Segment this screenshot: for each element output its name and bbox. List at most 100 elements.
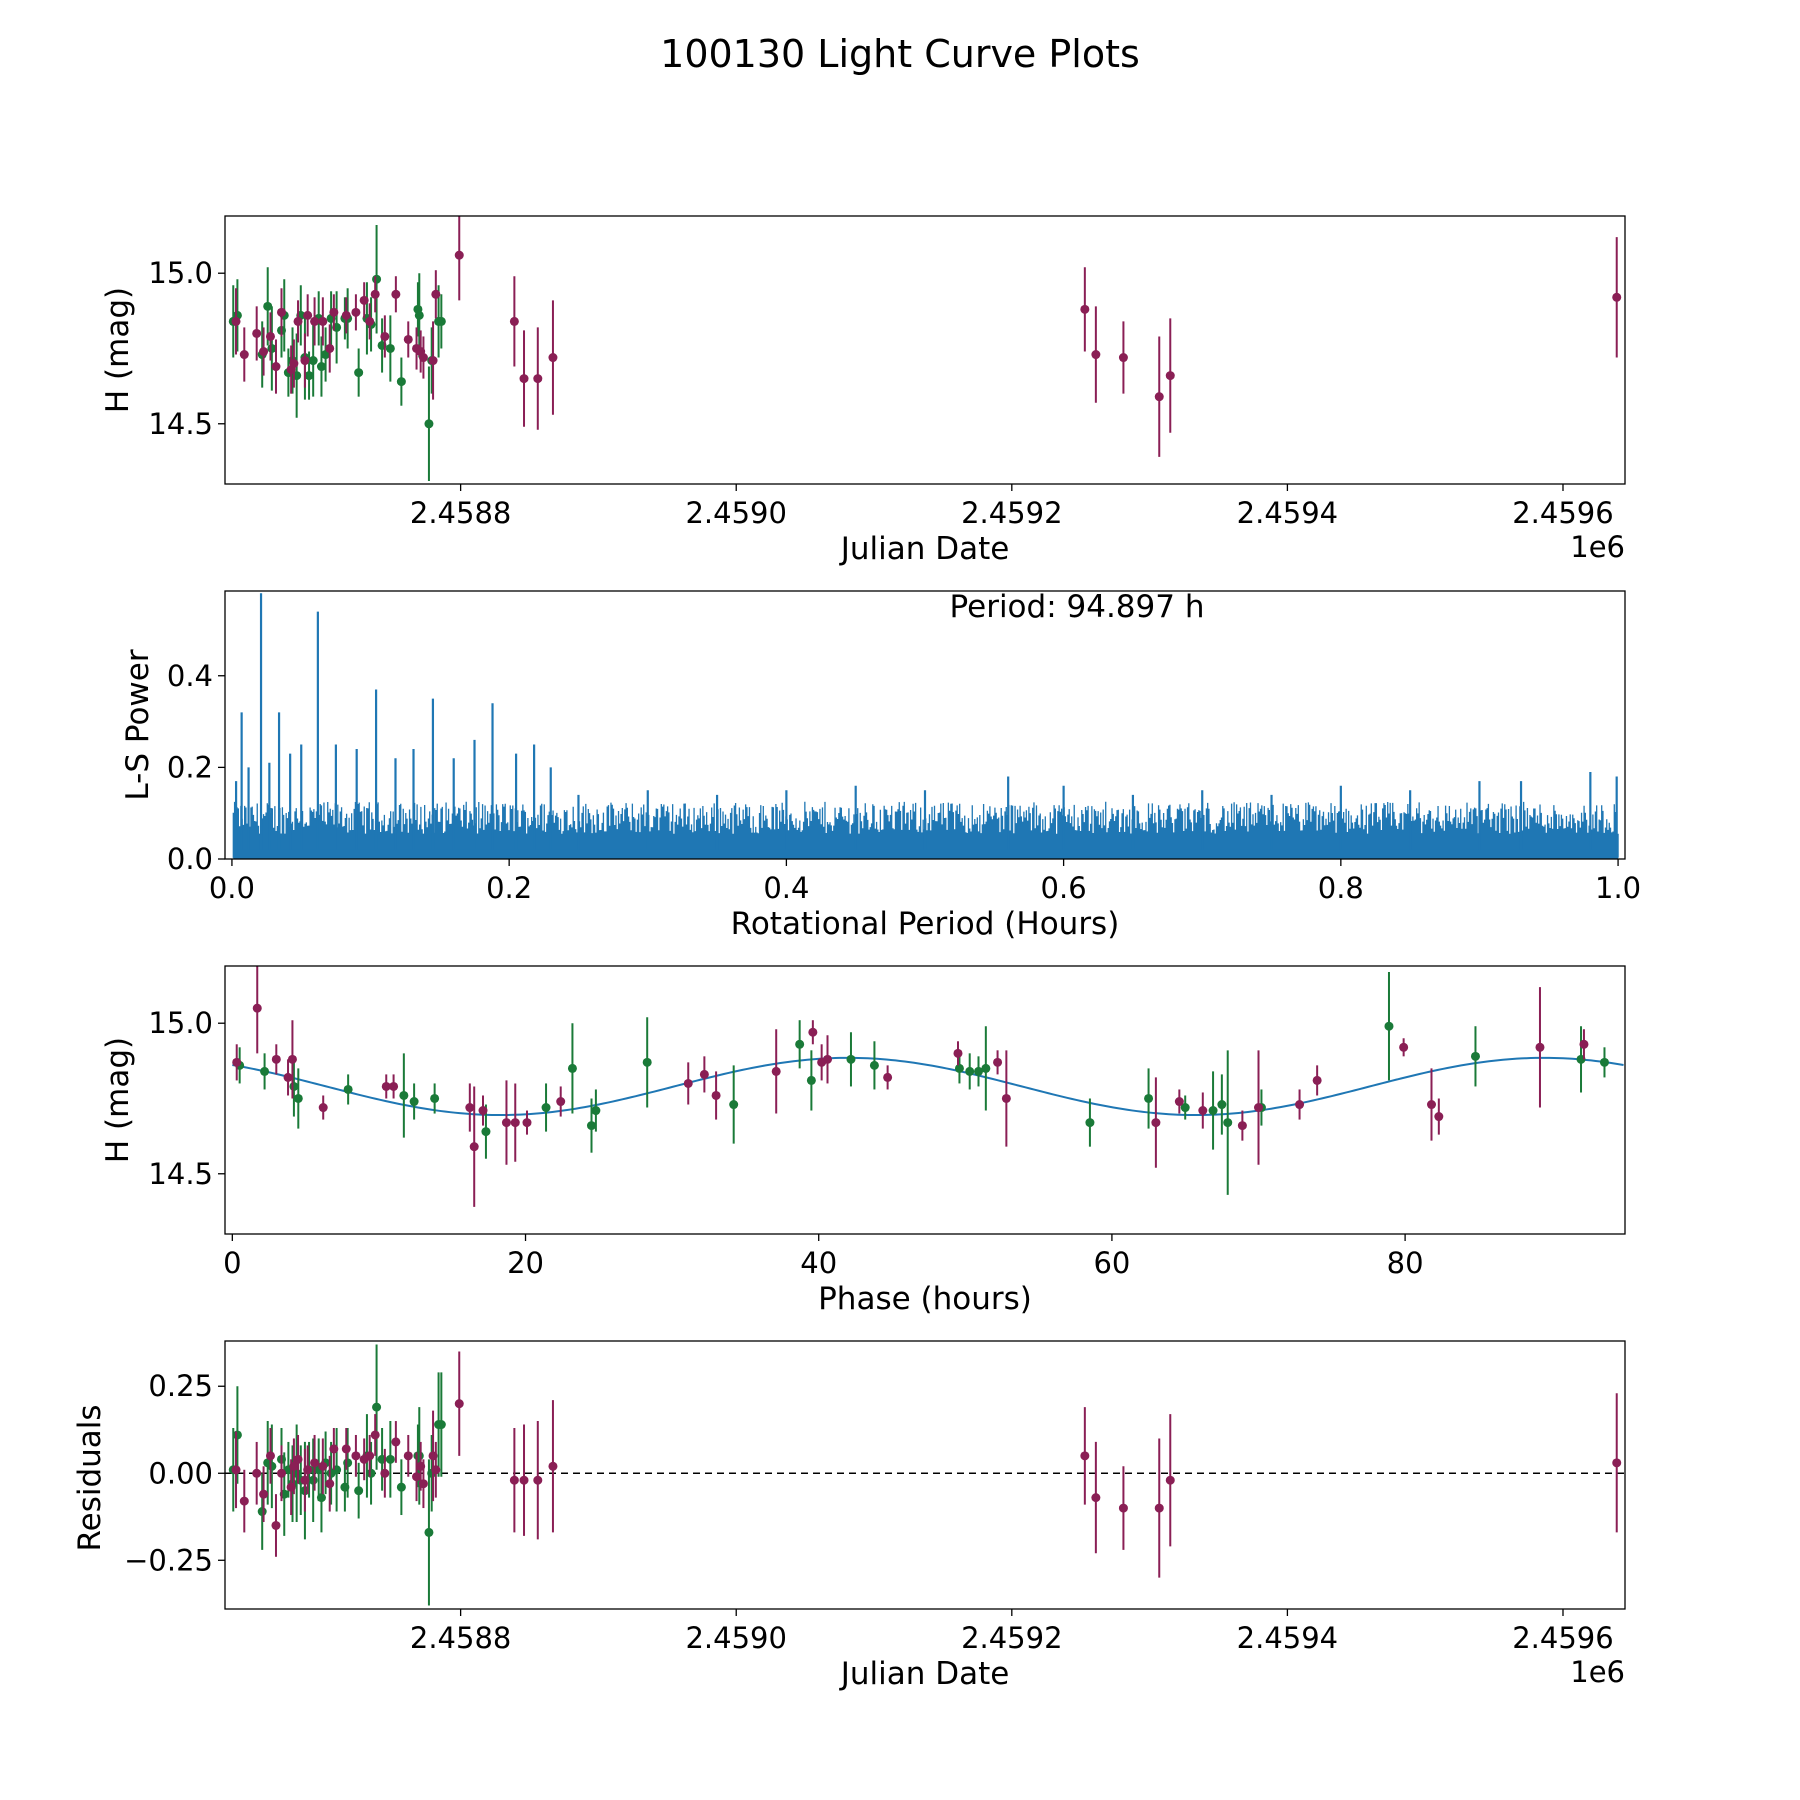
lightcurve-point-purple <box>428 356 438 366</box>
phased-point-purple <box>465 1103 475 1113</box>
lightcurve-xtick-label: 2.4594 <box>1237 496 1338 530</box>
phased-point-purple <box>510 1118 520 1128</box>
residuals-point-purple <box>271 1520 281 1530</box>
phased-point-green <box>869 1060 879 1070</box>
lightcurve-point-green <box>304 371 314 381</box>
residuals-point-purple <box>548 1461 558 1471</box>
phased-xtick-label: 40 <box>800 1246 837 1280</box>
lightcurve-point-purple <box>370 289 380 299</box>
lightcurve-ylabel: H (mag) <box>100 287 136 413</box>
phased-point-purple <box>232 1057 242 1067</box>
residuals-xtick-label: 2.4596 <box>1512 1621 1613 1655</box>
phased-point-green <box>1223 1118 1233 1128</box>
period-annotation: Period: 94.897 h <box>950 589 1205 625</box>
phased-point-green <box>954 1063 964 1073</box>
lightcurve-xtick-label: 2.4590 <box>685 496 786 530</box>
residuals-point-purple <box>431 1465 441 1475</box>
residuals-xtick-label: 2.4594 <box>1237 1621 1338 1655</box>
residuals-point-purple <box>265 1451 275 1461</box>
lightcurve-point-purple <box>431 289 441 299</box>
residuals-point-purple <box>1118 1503 1128 1513</box>
periodogram-xtick-label: 0.4 <box>763 871 809 905</box>
lightcurve-xtick-label: 2.4596 <box>1512 496 1613 530</box>
residuals-point-purple <box>380 1468 390 1478</box>
periodogram-xlabel: Rotational Period (Hours) <box>731 906 1120 942</box>
phased-point-green <box>481 1127 491 1137</box>
lightcurve-point-purple <box>391 289 401 299</box>
lightcurve-point-purple <box>276 307 286 317</box>
phased-point-purple <box>823 1054 833 1064</box>
lightcurve-point-purple <box>1154 392 1164 402</box>
phased-point-purple <box>683 1078 693 1088</box>
lightcurve-xtick-label: 2.4588 <box>410 496 511 530</box>
phased-point-green <box>729 1100 739 1110</box>
lightcurve-point-purple <box>418 353 428 363</box>
phased-ytick-label: 15.0 <box>148 1006 213 1040</box>
lightcurve-ytick-label: 15.0 <box>148 256 213 290</box>
residuals-point-green <box>436 1420 446 1430</box>
residuals-xtick-label: 2.4592 <box>961 1621 1062 1655</box>
phased-point-purple <box>1001 1093 1011 1103</box>
lightcurve-point-purple <box>533 374 543 384</box>
residuals-point-green <box>316 1493 326 1503</box>
residuals-point-purple <box>341 1444 351 1454</box>
phased-point-purple <box>1198 1106 1208 1116</box>
phased-point-green <box>1470 1051 1480 1061</box>
lightcurve-point-green <box>354 368 364 378</box>
residuals-point-purple <box>303 1465 313 1475</box>
phased-point-purple <box>501 1118 511 1128</box>
phased-point-purple <box>1535 1042 1545 1052</box>
phased-point-purple <box>283 1072 293 1082</box>
lightcurve-point-purple <box>325 343 335 353</box>
phased-point-purple <box>1295 1100 1305 1110</box>
residuals-point-purple <box>454 1399 464 1409</box>
lightcurve-panel: 2.4588 2.4590 2.4592 2.4594 2.4596 14.5 15.0 J… <box>100 215 1626 567</box>
lightcurve-point-purple <box>519 374 529 384</box>
lightcurve-point-purple <box>365 316 375 326</box>
lightcurve-xlabel: Julian Date <box>839 531 1010 567</box>
phased-point-green <box>430 1093 440 1103</box>
phased-fit-curve <box>232 1056 1624 1117</box>
lightcurve-point-green <box>436 316 446 326</box>
residuals-point-purple <box>325 1479 335 1489</box>
lightcurve-point-purple <box>380 331 390 341</box>
phased-point-green <box>1180 1103 1190 1113</box>
residuals-xtick-label: 2.4588 <box>410 1621 511 1655</box>
residuals-frame <box>224 1340 1626 1610</box>
residuals-point-purple <box>1080 1451 1090 1461</box>
phased-point-purple <box>711 1090 721 1100</box>
residuals-point-purple <box>1154 1503 1164 1513</box>
phased-point-green <box>1384 1021 1394 1031</box>
residuals-point-purple <box>1165 1475 1175 1485</box>
periodogram-panel: 0.0 0.2 0.4 0.6 0.8 1.0 0.0 0.2 0.4 Rotational P… <box>120 589 1641 942</box>
periodogram-xtick-label: 0.8 <box>1318 871 1364 905</box>
residuals-panel: 2.4588 2.4590 2.4592 2.4594 2.4596 −0.25 0.00 0… <box>72 1340 1626 1692</box>
phased-frame <box>224 965 1626 1235</box>
phased-xtick-label: 60 <box>1093 1246 1130 1280</box>
lightcurve-point-green <box>316 362 326 372</box>
phased-point-purple <box>287 1054 297 1064</box>
phased-xtick-label: 20 <box>507 1246 544 1280</box>
phased-plot-area <box>232 966 1624 1207</box>
phased-xtick-label: 0 <box>223 1246 241 1280</box>
residuals-point-purple <box>252 1468 262 1478</box>
residuals-point-purple <box>1612 1458 1622 1468</box>
lightcurve-point-green <box>385 343 395 353</box>
lightcurve-ytick-label: 14.5 <box>148 407 213 441</box>
residuals-point-green <box>257 1507 267 1517</box>
residuals-point-green <box>366 1468 376 1478</box>
lightcurve-plot-area <box>228 216 1622 481</box>
lightcurve-point-purple <box>509 316 519 326</box>
lightcurve-point-purple <box>300 356 310 366</box>
lightcurve-point-green <box>424 419 434 429</box>
lightcurve-point-purple <box>341 310 351 320</box>
lightcurve-point-green <box>414 310 424 320</box>
phased-point-green <box>974 1066 984 1076</box>
phased-point-purple <box>1312 1075 1322 1085</box>
residuals-point-purple <box>276 1468 286 1478</box>
phased-point-green <box>1217 1100 1227 1110</box>
phased-point-purple <box>808 1027 818 1037</box>
lightcurve-point-purple <box>403 334 413 344</box>
residuals-point-purple <box>259 1489 269 1499</box>
periodogram-ylabel: L-S Power <box>120 649 156 800</box>
